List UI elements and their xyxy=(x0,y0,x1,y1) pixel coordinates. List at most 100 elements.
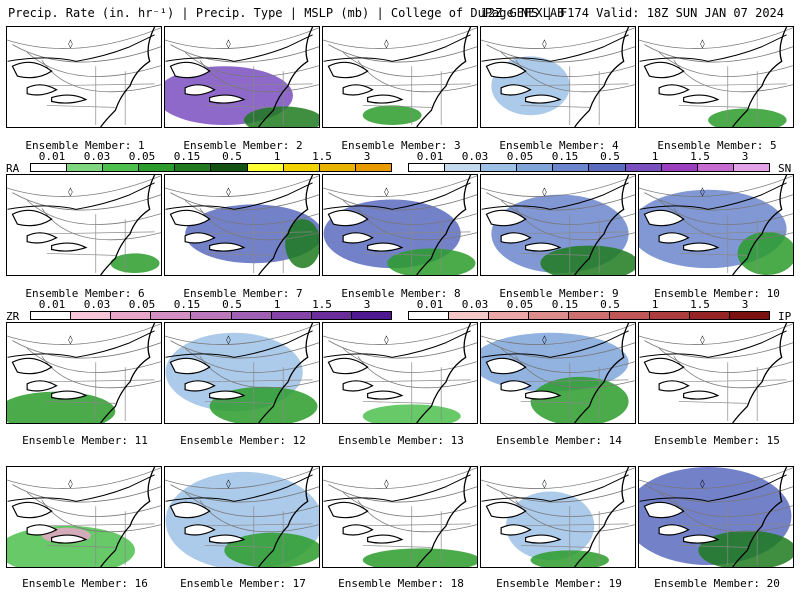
legend-value: 0.03 xyxy=(83,298,111,311)
legend-value: 0.05 xyxy=(506,298,534,311)
isobar-line xyxy=(342,52,477,77)
isobar-line xyxy=(7,175,161,197)
member-label: Ensemble Member: 15 xyxy=(654,434,780,447)
legend-values-ice-pellets: 0.01 0.03 0.05 0.15 0.5 1 1.5 3 xyxy=(408,298,768,311)
isobar-line xyxy=(323,175,477,197)
map-panel-member-11: ◊ xyxy=(6,322,162,424)
isobar-line xyxy=(12,44,161,63)
city-marker-icon: ◊ xyxy=(384,187,389,198)
legend-value: 0.15 xyxy=(173,298,201,311)
legend-value: 1 xyxy=(273,298,281,311)
isobar-line xyxy=(12,484,161,503)
map-panel-member-4: ◊ xyxy=(480,26,636,128)
country-border xyxy=(481,474,629,502)
isobar-line xyxy=(26,492,161,517)
country-border xyxy=(7,330,155,358)
great-lakes-outline xyxy=(169,357,246,400)
legend-colorbar-ice-pellets xyxy=(408,311,770,320)
isobar-line xyxy=(658,52,793,77)
legend-freezing-ice: ZR 0.01 0.03 0.05 0.15 0.5 1 1.5 3 0.01 … xyxy=(0,298,800,326)
precip-area xyxy=(362,105,422,126)
coastline xyxy=(258,323,314,423)
coastline xyxy=(100,27,156,127)
legend-swatch xyxy=(175,164,212,171)
header-valid-time: 12Z GEFS | F174 Valid: 18Z SUN JAN 07 20… xyxy=(480,6,784,20)
precip-area xyxy=(110,253,160,274)
isobar-line xyxy=(486,192,635,211)
legend-value: 1 xyxy=(651,298,659,311)
coastline xyxy=(732,27,788,127)
legend-value: 3 xyxy=(363,298,371,311)
state-border xyxy=(362,506,471,566)
coastline xyxy=(258,467,314,567)
map-panel-member-8: ◊ xyxy=(322,174,478,276)
state-border xyxy=(46,506,155,566)
member-label: Ensemble Member: 5 xyxy=(657,139,777,152)
legend-value: 1.5 xyxy=(312,298,332,311)
isobar-line xyxy=(328,44,477,63)
country-border xyxy=(481,34,629,62)
great-lakes-outline xyxy=(643,209,720,252)
member-label: Ensemble Member: 19 xyxy=(496,577,622,590)
legend-swatch xyxy=(661,164,698,171)
coastline xyxy=(416,27,472,127)
isobar-line xyxy=(342,200,477,225)
member-label: Ensemble Member: 1 xyxy=(25,139,145,152)
legend-swatch xyxy=(31,164,68,171)
legend-value: 1.5 xyxy=(690,298,710,311)
legend-swatch xyxy=(529,312,570,319)
legend-swatch xyxy=(111,312,152,319)
coastline xyxy=(100,323,156,423)
isobar-line xyxy=(26,200,161,225)
isobar-line xyxy=(323,323,477,345)
legend-value: 0.01 xyxy=(416,298,444,311)
coastline xyxy=(416,323,472,423)
legend-swatch xyxy=(589,164,626,171)
great-lakes-outline xyxy=(485,209,562,252)
legend-swatch xyxy=(247,164,284,171)
member-label: Ensemble Member: 13 xyxy=(338,434,464,447)
legend-value: 0.03 xyxy=(461,298,489,311)
state-border xyxy=(678,214,787,274)
legend-swatch xyxy=(697,164,734,171)
state-border xyxy=(362,66,471,126)
member-label: Ensemble Member: 20 xyxy=(654,577,780,590)
isobar-line xyxy=(165,175,319,197)
isobar-line xyxy=(26,348,161,373)
city-marker-icon: ◊ xyxy=(384,39,389,50)
city-marker-icon: ◊ xyxy=(68,187,73,198)
map-panel-member-18: ◊ xyxy=(322,466,478,568)
great-lakes-outline xyxy=(11,501,88,544)
country-border xyxy=(323,182,471,210)
isobar-line xyxy=(165,467,319,489)
isobar-line xyxy=(170,192,319,211)
state-border xyxy=(678,506,787,566)
isobar-line xyxy=(481,27,635,49)
isobar-line xyxy=(328,192,477,211)
member-label: Ensemble Member: 9 xyxy=(499,287,619,300)
city-marker-icon: ◊ xyxy=(542,335,547,346)
country-border xyxy=(7,474,155,502)
isobar-line xyxy=(481,467,635,489)
isobar-line xyxy=(342,348,477,373)
map-panel-member-10: ◊ xyxy=(638,174,794,276)
state-border xyxy=(520,66,629,126)
legend-swatch xyxy=(31,312,72,319)
isobar-line xyxy=(658,492,793,517)
isobar-line xyxy=(500,348,635,373)
isobar-line xyxy=(644,192,793,211)
great-lakes-outline xyxy=(327,501,404,544)
legend-value: 1 xyxy=(273,150,281,163)
legend-swatch xyxy=(553,164,590,171)
legend-values-rain: 0.01 0.03 0.05 0.15 0.5 1 1.5 3 xyxy=(30,150,390,163)
legend-colorbar-snow xyxy=(408,163,770,172)
precip-area xyxy=(224,532,319,567)
country-border xyxy=(639,330,787,358)
legend-swatch xyxy=(319,164,356,171)
isobar-line xyxy=(323,467,477,489)
legend-value: 1.5 xyxy=(312,150,332,163)
isobar-line xyxy=(7,467,161,489)
legend-swatch xyxy=(139,164,176,171)
legend-swatch xyxy=(67,164,104,171)
great-lakes-outline xyxy=(11,209,88,252)
